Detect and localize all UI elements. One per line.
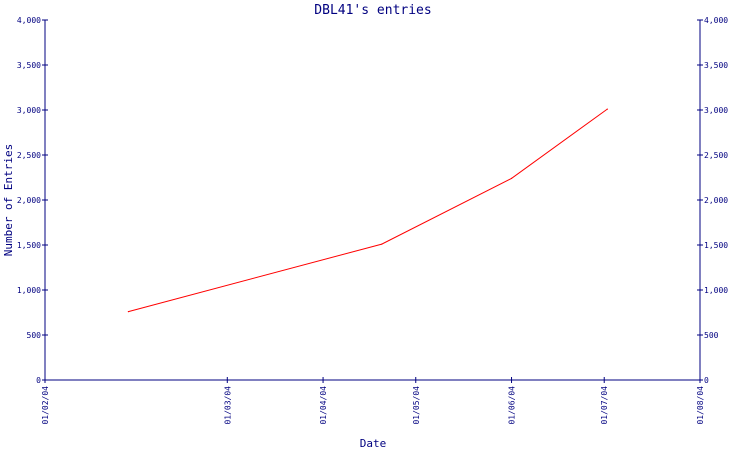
x-tick-label: 01/08/04: [696, 386, 705, 425]
y-tick-label-left: 1,500: [17, 241, 41, 250]
x-tick-label: 01/05/04: [412, 386, 421, 425]
y-tick-label-left: 3,500: [17, 61, 41, 70]
y-tick-label-right: 2,500: [704, 151, 728, 160]
y-tick-label-left: 4,000: [17, 16, 41, 25]
x-tick-label: 01/03/04: [223, 386, 232, 425]
y-tick-label-right: 0: [704, 376, 709, 385]
data-point: [127, 311, 130, 313]
data-point: [510, 177, 513, 179]
x-tick-label: 01/02/04: [41, 386, 50, 425]
y-tick-label-left: 500: [27, 331, 42, 340]
data-point: [381, 243, 383, 245]
x-tick-label: 01/06/04: [508, 386, 517, 425]
x-axis-label: Date: [360, 437, 387, 450]
x-tick-label: 01/07/04: [600, 386, 609, 425]
plot-area: [45, 20, 700, 380]
series-line: [128, 108, 608, 313]
chart-title: DBL41's entries: [314, 3, 431, 18]
y-tick-label-left: 3,000: [17, 106, 41, 115]
y-tick-label-right: 2,000: [704, 196, 728, 205]
y-tick-label-right: 3,500: [704, 61, 728, 70]
y-tick-label-left: 0: [36, 376, 41, 385]
y-tick-label-right: 3,000: [704, 106, 728, 115]
data-point: [606, 108, 608, 110]
y-tick-label-left: 2,500: [17, 151, 41, 160]
y-tick-label-right: 500: [704, 331, 719, 340]
y-axis-label: Number of Entries: [2, 144, 15, 257]
y-tick-label-right: 4,000: [704, 16, 728, 25]
y-tick-label-right: 1,000: [704, 286, 728, 295]
y-tick-label-right: 1,500: [704, 241, 728, 250]
y-tick-label-left: 1,000: [17, 286, 41, 295]
x-tick-label: 01/04/04: [319, 386, 328, 425]
axes: [42, 19, 703, 383]
y-tick-label-left: 2,000: [17, 196, 41, 205]
tick-labels: 0 0 500 500 1,000 1,000 1,500 1,500 2,000 2,000 2,…: [17, 16, 728, 425]
series-layer: [127, 108, 608, 313]
